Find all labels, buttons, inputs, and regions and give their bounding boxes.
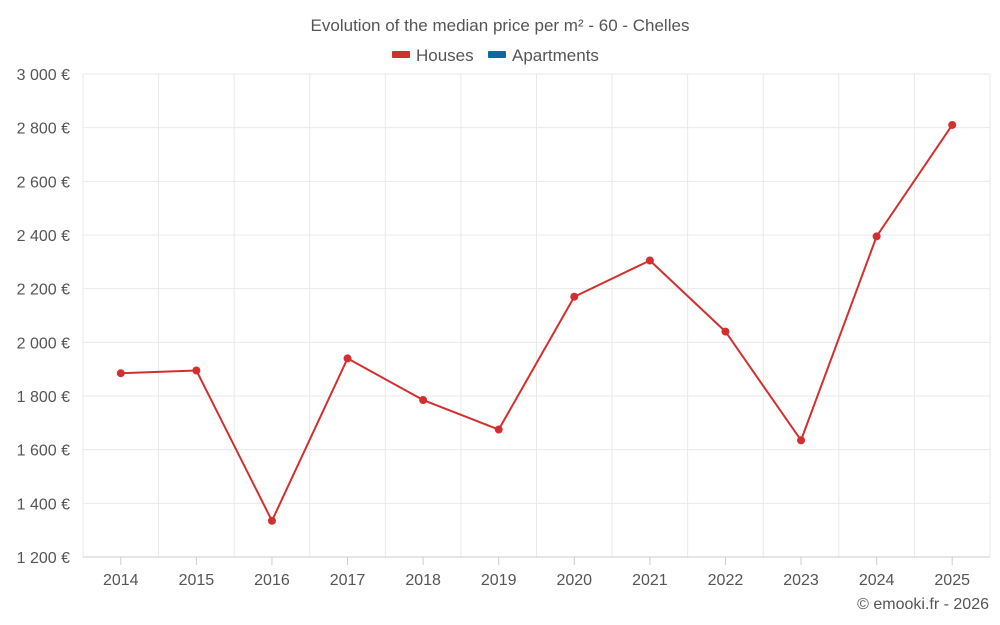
x-tick-label: 2018 <box>405 572 441 589</box>
y-tick-label: 2 200 € <box>17 282 70 299</box>
x-tick-label: 2021 <box>632 572 668 589</box>
y-tick-label: 2 400 € <box>17 228 70 245</box>
legend-label-houses[interactable]: Houses <box>416 46 474 65</box>
y-axis-tick-labels: 1 200 € 1 400 € 1 600 € 1 800 € 2 000 € 2 200… <box>17 67 70 567</box>
x-tick-label: 2022 <box>708 572 744 589</box>
x-axis-tick-labels: 2014 2015 2016 2017 2018 2019 2020 2021 2022 2023… <box>103 557 970 589</box>
series-line-houses[interactable] <box>120 124 954 522</box>
y-tick-label: 1 600 € <box>17 443 70 460</box>
legend-swatch-apartments[interactable] <box>488 51 506 58</box>
legend-swatch-houses[interactable] <box>392 51 410 58</box>
x-tick-label: 2015 <box>179 572 215 589</box>
data-point-houses[interactable] <box>192 366 201 375</box>
x-tick-label: 2014 <box>103 572 139 589</box>
data-point-houses[interactable] <box>645 256 654 265</box>
data-point-houses[interactable] <box>267 516 276 525</box>
x-gridlines <box>82 74 991 557</box>
series-group <box>116 120 957 525</box>
credit-text: © emooki.fr - 2026 <box>857 596 989 613</box>
legend: Houses Apartments <box>392 46 599 65</box>
x-tick-label: 2025 <box>934 572 970 589</box>
data-point-houses[interactable] <box>948 120 957 129</box>
x-tick-label: 2020 <box>556 572 592 589</box>
data-point-houses[interactable] <box>797 436 806 445</box>
data-point-houses[interactable] <box>872 232 881 241</box>
x-tick-label: 2016 <box>254 572 290 589</box>
legend-label-apartments[interactable]: Apartments <box>512 46 599 65</box>
data-point-houses[interactable] <box>494 425 503 434</box>
y-tick-label: 2 800 € <box>17 121 70 138</box>
x-tick-label: 2019 <box>481 572 517 589</box>
data-point-houses[interactable] <box>419 396 428 405</box>
x-tick-label: 2023 <box>783 572 819 589</box>
data-point-houses[interactable] <box>721 327 730 336</box>
x-tick-label: 2017 <box>330 572 366 589</box>
y-tick-label: 1 200 € <box>17 550 70 567</box>
y-tick-label: 1 800 € <box>17 389 70 406</box>
data-point-houses[interactable] <box>343 354 352 363</box>
chart-title: Evolution of the median price per m² - 6… <box>311 16 690 35</box>
y-tick-label: 3 000 € <box>17 67 70 84</box>
y-tick-label: 1 400 € <box>17 496 70 513</box>
data-point-houses[interactable] <box>116 369 125 378</box>
y-tick-label: 2 600 € <box>17 174 70 191</box>
x-tick-label: 2024 <box>859 572 895 589</box>
y-tick-label: 2 000 € <box>17 335 70 352</box>
data-point-houses[interactable] <box>570 292 579 301</box>
